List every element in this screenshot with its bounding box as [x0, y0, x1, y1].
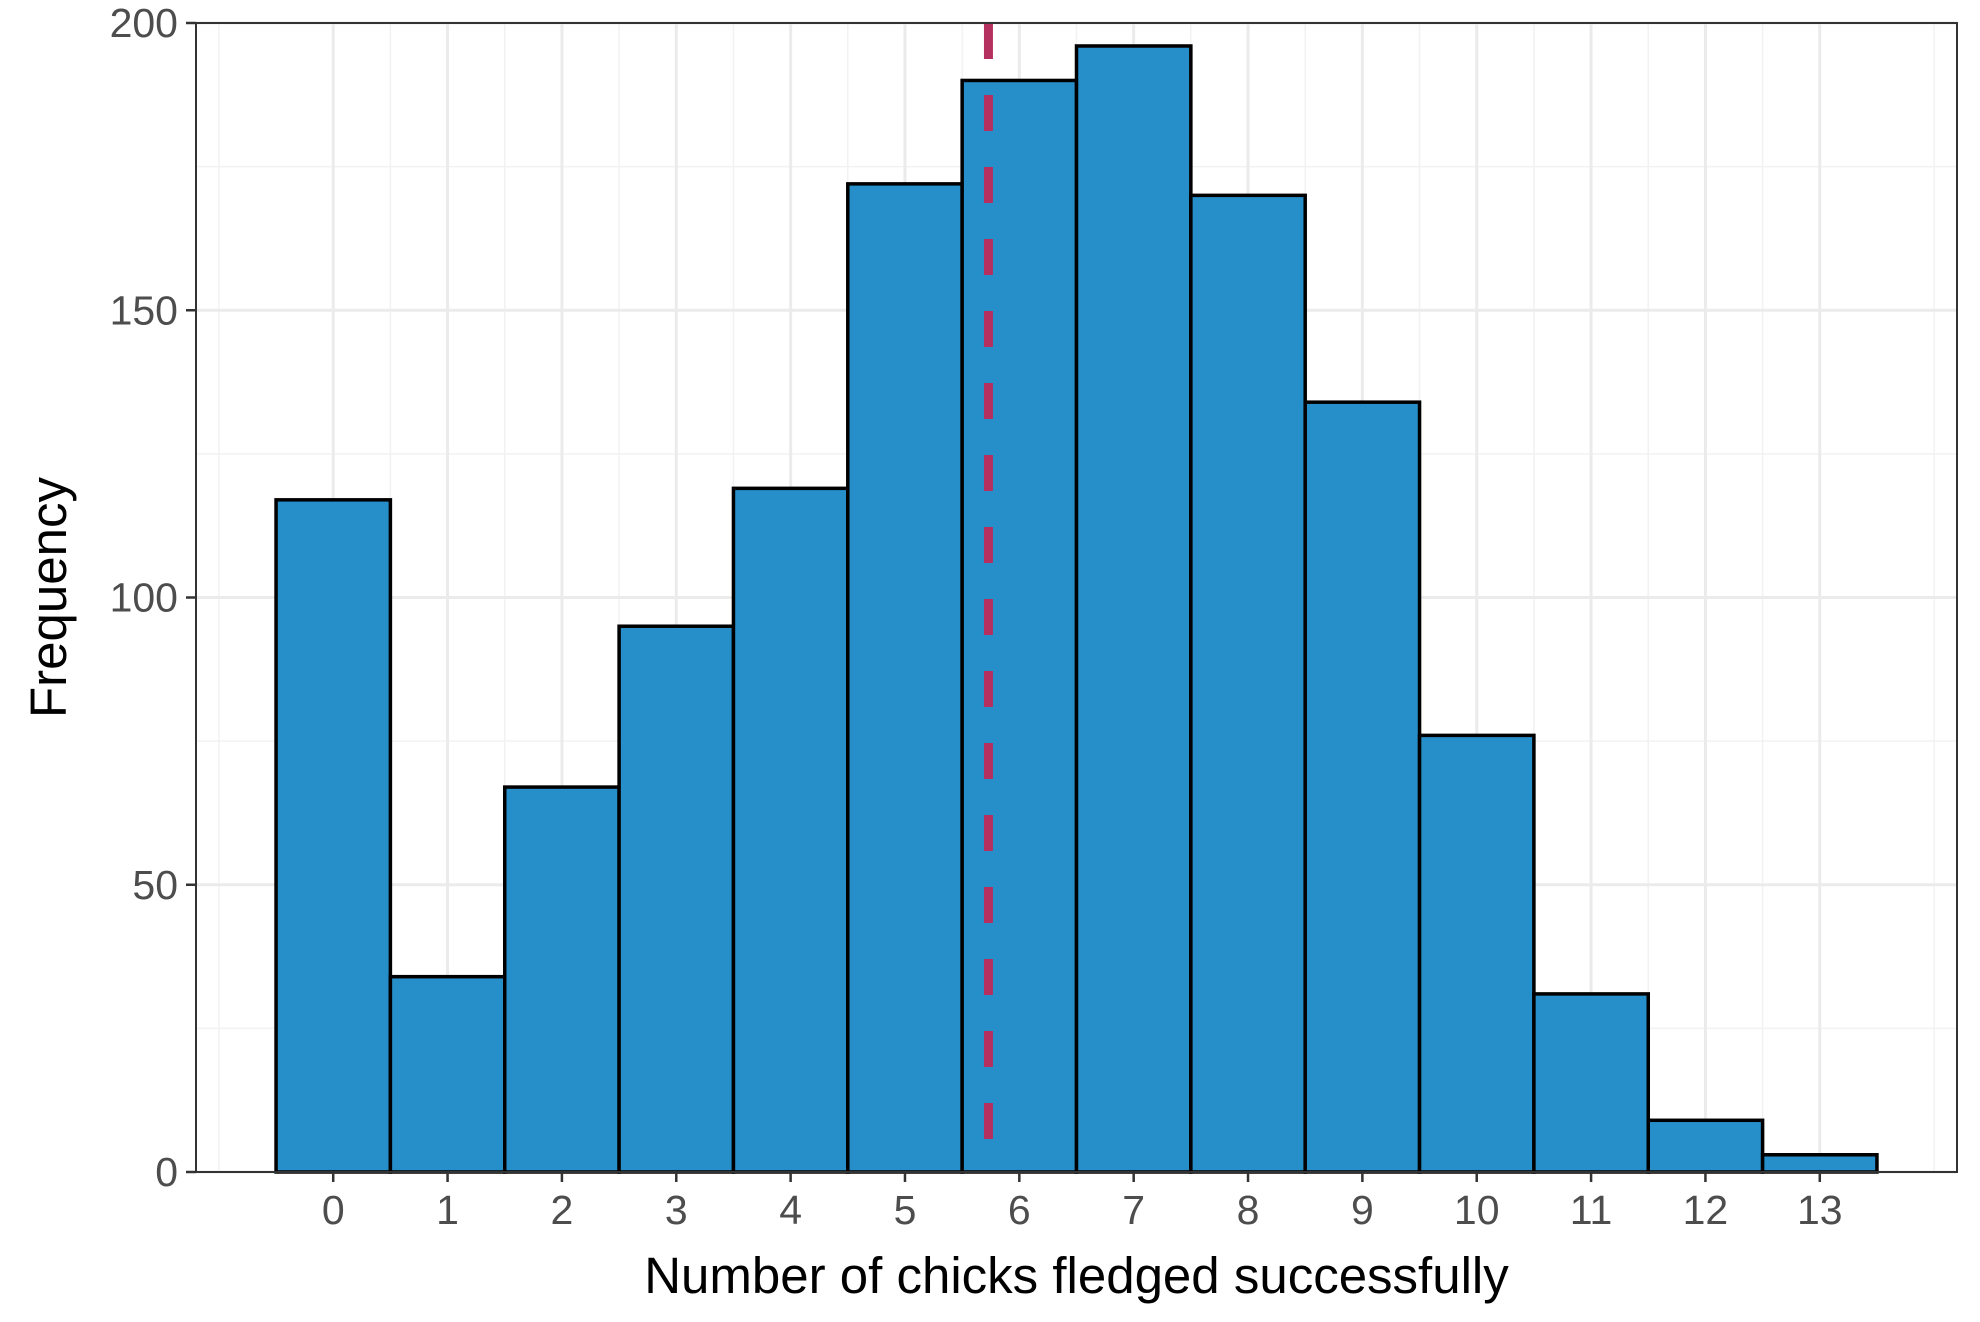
histogram-bar [1532, 992, 1651, 1174]
y-tick-label: 150 [110, 287, 178, 333]
y-axis: 0 50 100 150 200 [110, 0, 196, 1195]
y-tick-label: 50 [132, 862, 178, 908]
x-tick-label: 0 [322, 1187, 345, 1233]
x-tick-label: 7 [1122, 1187, 1145, 1233]
histogram-bar [617, 624, 736, 1174]
x-tick-label: 11 [1570, 1187, 1613, 1233]
histogram-bar [731, 486, 850, 1174]
histogram-bar [274, 498, 393, 1174]
x-tick-label: 10 [1454, 1187, 1500, 1233]
x-tick-label: 8 [1237, 1187, 1260, 1233]
x-tick-label: 2 [551, 1187, 574, 1233]
histogram-bar [388, 974, 507, 1174]
histogram-bar [1760, 1153, 1879, 1174]
x-tick-label: 3 [665, 1187, 688, 1233]
x-tick-label: 9 [1351, 1187, 1374, 1233]
histogram-bar [1189, 193, 1307, 1174]
x-tick-label: 5 [894, 1187, 917, 1233]
x-tick-label: 13 [1797, 1187, 1843, 1233]
x-axis-title: Number of chicks fledged successfully [644, 1247, 1509, 1304]
histogram-bar [502, 785, 621, 1174]
histogram-bar [1303, 400, 1422, 1174]
x-tick-label: 12 [1683, 1187, 1729, 1233]
histogram-bar [846, 182, 964, 1174]
histogram-bar [1074, 44, 1193, 1174]
histogram-bar [1417, 733, 1536, 1174]
histogram-bar [960, 78, 1079, 1174]
x-tick-label: 6 [1008, 1187, 1031, 1233]
x-axis: 0 1 2 3 4 5 6 7 8 9 10 11 12 13 [322, 1172, 1843, 1233]
x-tick-label: 4 [779, 1187, 802, 1233]
y-tick-label: 0 [155, 1149, 178, 1195]
y-axis-title: Frequency [20, 477, 77, 718]
histogram-bar [1646, 1118, 1765, 1174]
y-tick-label: 100 [110, 575, 178, 621]
y-tick-label: 200 [110, 0, 178, 46]
x-tick-label: 1 [436, 1187, 459, 1233]
histogram-bars [274, 44, 1879, 1174]
